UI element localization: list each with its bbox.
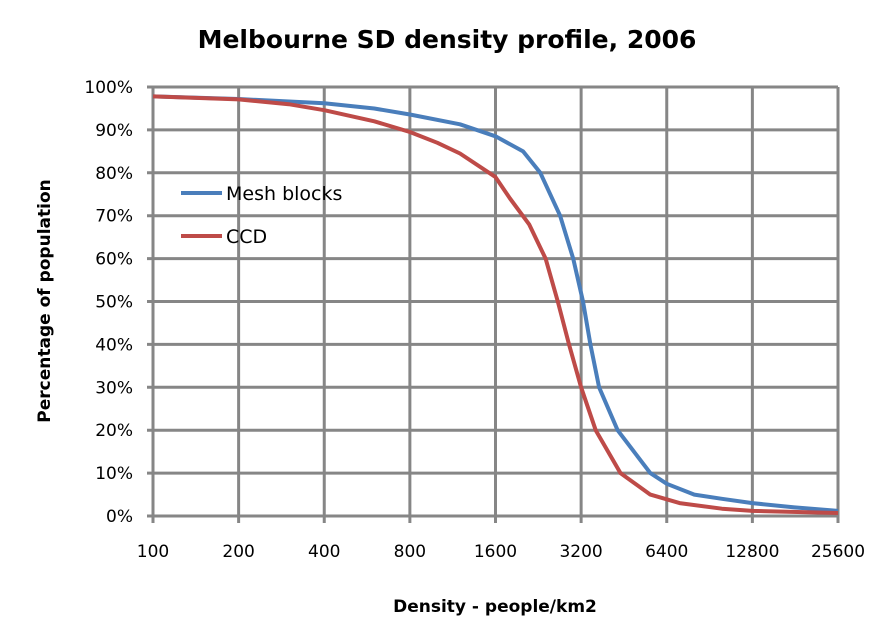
y-tick-label: 20% — [95, 421, 133, 441]
y-tick-label: 30% — [95, 378, 133, 398]
grid — [147, 85, 840, 523]
series-line-mesh-blocks — [152, 94, 839, 513]
x-axis-label: Density - people/km2 — [393, 597, 597, 617]
y-tick-label: 100% — [84, 78, 133, 98]
y-tick-label: 50% — [95, 293, 133, 313]
x-tick-label: 200 — [222, 542, 254, 562]
y-tick-label: 80% — [95, 164, 133, 184]
legend-label-mesh-blocks: Mesh blocks — [226, 183, 342, 205]
y-tick-label: 90% — [95, 121, 133, 141]
x-tick-label: 25600 — [811, 542, 865, 562]
x-tick-label: 1600 — [474, 542, 517, 562]
legend: Mesh blocks CCD — [181, 183, 342, 248]
legend-label-ccd: CCD — [226, 226, 267, 248]
series-lines — [152, 94, 839, 515]
x-tick-label: 12800 — [725, 542, 779, 562]
chart-title: Melbourne SD density profile, 2006 — [198, 25, 697, 54]
x-tick-label: 6400 — [645, 542, 688, 562]
y-axis-label: Percentage of population — [35, 179, 55, 422]
y-tick-label: 40% — [95, 335, 133, 355]
x-tick-label: 3200 — [559, 542, 602, 562]
y-axis-ticks: 0% 10% 20% 30% 40% 50% 60% 70% 80% 90% 100% — [84, 78, 133, 527]
y-tick-label: 0% — [106, 507, 133, 527]
x-tick-label: 800 — [394, 542, 426, 562]
y-tick-label: 60% — [95, 250, 133, 270]
x-tick-label: 400 — [308, 542, 340, 562]
x-axis-ticks: 100 200 400 800 1600 3200 6400 12800 25600 — [137, 542, 865, 562]
series-line-ccd — [152, 94, 839, 515]
y-tick-label: 10% — [95, 464, 133, 484]
x-tick-label: 100 — [137, 542, 169, 562]
y-tick-label: 70% — [95, 207, 133, 227]
